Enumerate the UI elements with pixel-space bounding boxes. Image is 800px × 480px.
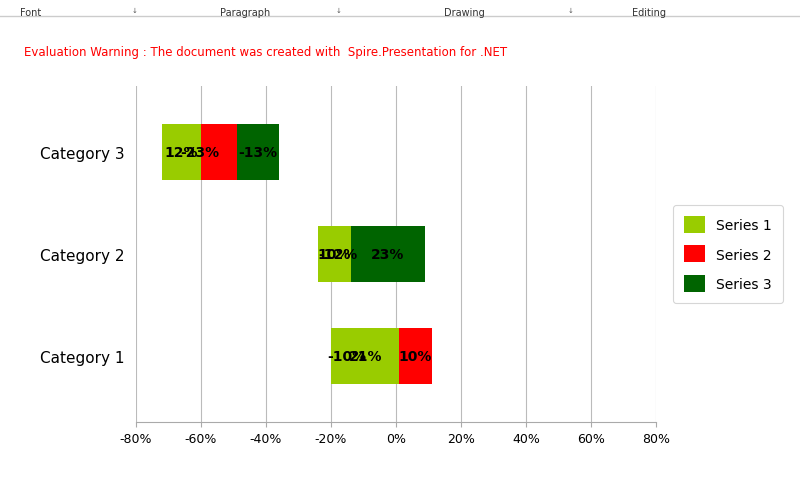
Bar bbox=[331, 328, 363, 384]
Legend: Series 1, Series 2, Series 3: Series 1, Series 2, Series 3 bbox=[674, 205, 783, 303]
Text: -23%: -23% bbox=[180, 145, 219, 159]
Bar bbox=[318, 227, 357, 282]
Text: Paragraph: Paragraph bbox=[220, 8, 270, 18]
Bar bbox=[162, 125, 201, 180]
Text: Evaluation Warning : The document was created with  Spire.Presentation for .NET: Evaluation Warning : The document was cr… bbox=[24, 46, 507, 59]
Text: Editing: Editing bbox=[632, 8, 666, 18]
Text: ↓: ↓ bbox=[568, 8, 574, 13]
Bar bbox=[162, 125, 237, 180]
Bar bbox=[237, 125, 279, 180]
Text: -13%: -13% bbox=[238, 145, 278, 159]
Text: -12%: -12% bbox=[318, 247, 357, 262]
Text: 12%: 12% bbox=[165, 145, 198, 159]
Bar bbox=[399, 328, 432, 384]
Text: 10%: 10% bbox=[399, 349, 432, 363]
Bar bbox=[318, 227, 350, 282]
Text: 21%: 21% bbox=[348, 349, 382, 363]
Text: Font: Font bbox=[20, 8, 42, 18]
Text: 23%: 23% bbox=[371, 247, 405, 262]
Text: 10%: 10% bbox=[318, 247, 351, 262]
Bar bbox=[350, 227, 426, 282]
Text: ↓: ↓ bbox=[336, 8, 342, 13]
Text: -10%: -10% bbox=[328, 349, 367, 363]
Text: ↓: ↓ bbox=[132, 8, 138, 13]
Bar bbox=[331, 328, 399, 384]
Text: Drawing: Drawing bbox=[444, 8, 485, 18]
